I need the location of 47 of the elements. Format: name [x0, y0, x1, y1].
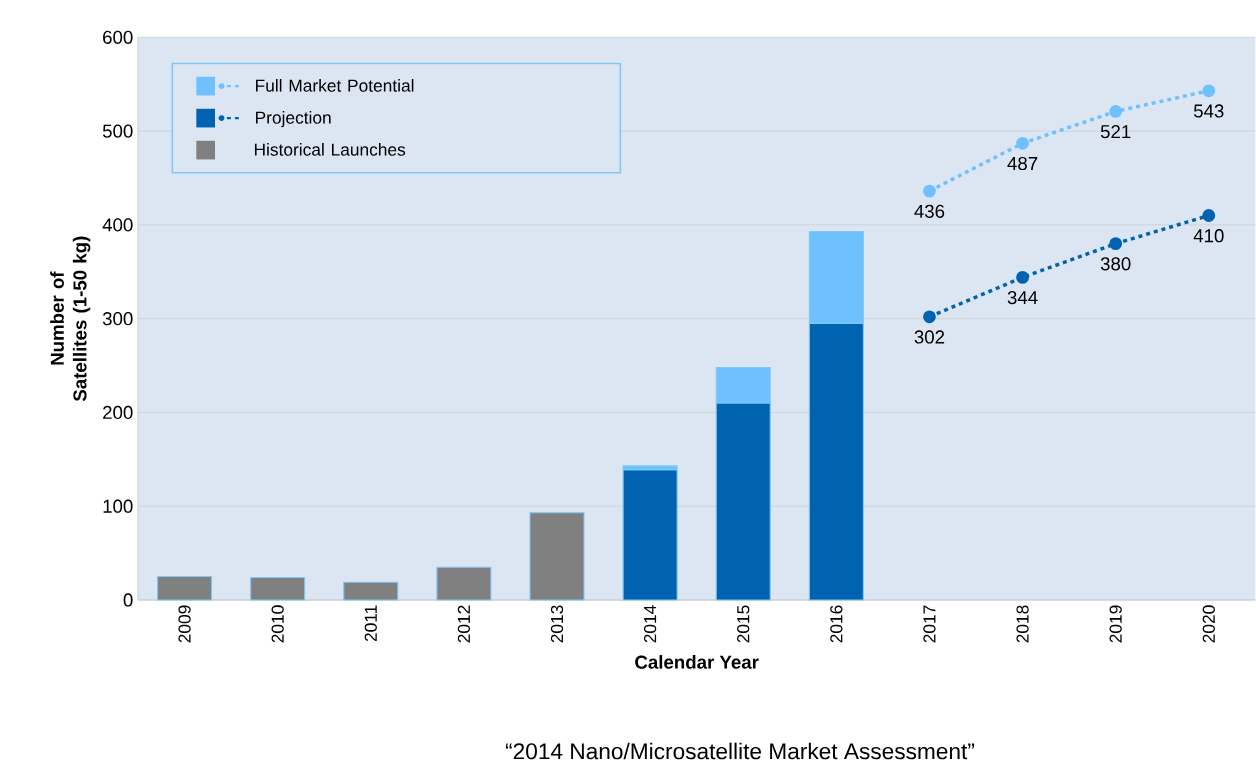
text: “2014 Nano/Microsatellite Market Assessment”: [505, 742, 975, 760]
bar: [622, 469, 678, 601]
y-tick-label: 600: [103, 30, 133, 44]
point: [923, 184, 936, 198]
y-tick-label: 500: [102, 124, 133, 138]
x-tick-label: 2018: [1016, 605, 1029, 643]
x-tick-label: 2013: [550, 605, 564, 643]
legend-label: Historical Launches: [254, 143, 406, 156]
x-axis-title: Calendar Year: [635, 655, 759, 669]
data-label: 543: [1193, 104, 1224, 118]
x-tick-label: 2009: [178, 605, 191, 643]
point: [1016, 136, 1029, 150]
data-label: 344: [1007, 290, 1038, 305]
data-label: 487: [1007, 156, 1038, 171]
x-tick-label: 2016: [830, 605, 843, 643]
y-tick-label: 400: [102, 218, 133, 232]
y-axis-title: Number of Satellites (1-50 kg): [50, 236, 91, 402]
x-tick-label: 2010: [271, 605, 284, 643]
bar: [436, 566, 492, 601]
data-label: 436: [914, 204, 945, 218]
point: [1109, 237, 1123, 251]
bar: [529, 512, 585, 601]
point: [1109, 105, 1123, 118]
point: [1202, 209, 1216, 222]
y-tick-label: 300: [102, 312, 133, 326]
x-tick-label: 2011: [364, 605, 377, 642]
x-tick-label: 2012: [457, 605, 471, 643]
y-tick-label: 100: [103, 499, 133, 513]
bar: [157, 576, 213, 601]
data-label: 380: [1100, 257, 1131, 271]
x-tick-label: 2020: [1202, 605, 1215, 643]
x-tick-label: 2014: [643, 605, 657, 643]
legend-label: Projection: [256, 111, 331, 128]
legend-label: Full Market Potential: [256, 79, 414, 92]
point: [1202, 84, 1216, 98]
y-tick-label: 200: [103, 405, 133, 420]
data-label: 410: [1193, 229, 1224, 243]
point: [1016, 270, 1029, 284]
y-tick-label: 0: [123, 593, 133, 607]
bar: [343, 581, 399, 601]
x-tick-label: 2019: [1109, 605, 1122, 643]
data-label: 521: [1100, 125, 1131, 139]
x-tick-label: 2015: [737, 605, 750, 643]
point: [923, 310, 936, 324]
x-tick-label: 2017: [923, 605, 936, 643]
data-label: 302: [914, 330, 945, 344]
bar: [250, 576, 306, 601]
